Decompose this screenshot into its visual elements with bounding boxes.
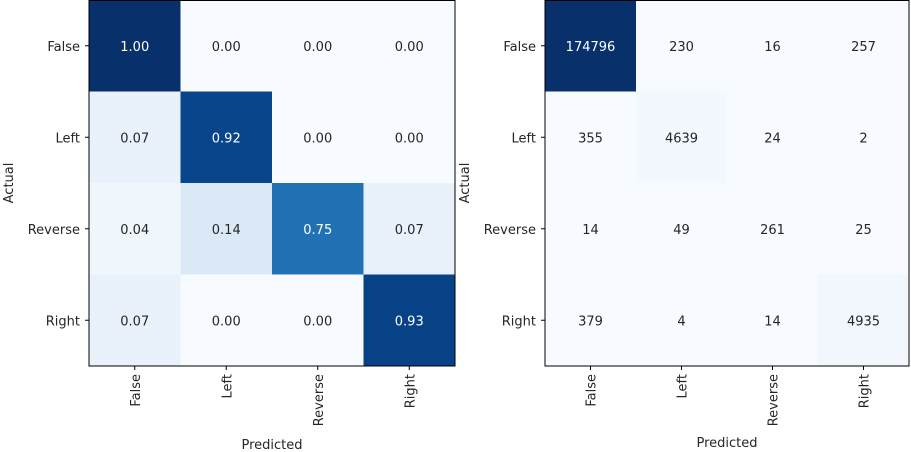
cell-value-label: 24 <box>764 131 781 146</box>
cell-value-label: 261 <box>760 223 785 238</box>
y-tick-label: False <box>47 40 80 55</box>
cell-value-label: 14 <box>582 223 599 238</box>
cell-value-label: 14 <box>764 314 781 329</box>
x-axis-label: Predicted <box>241 438 302 452</box>
x-axis-label: Predicted <box>696 436 757 451</box>
heatmap-cell-2-1 <box>180 183 273 275</box>
heatmap-cell-1-2 <box>727 91 819 184</box>
cell-value-label: 379 <box>578 314 603 329</box>
heatmap-cell-2-3 <box>363 183 456 275</box>
y-tick-label: Reverse <box>28 223 80 238</box>
x-tick-label: False <box>585 374 600 407</box>
cell-value-label: 25 <box>855 223 872 238</box>
heatmap-cell-0-1 <box>636 0 728 92</box>
x-tick-label: Reverse <box>312 374 327 426</box>
heatmap-cell-1-1 <box>636 91 728 184</box>
heatmap-cell-3-1 <box>636 274 728 367</box>
heatmap-cell-0-3 <box>818 0 910 92</box>
count-confusion-matrix: 174796 230 16 257 355 4639 24 2 14 49 261 25 379 4 14 4… <box>458 0 910 451</box>
cell-value-label: 16 <box>764 40 781 55</box>
heatmap-cell-3-1 <box>180 274 273 367</box>
y-tick-label: Right <box>502 314 536 329</box>
cell-value-label: 0.00 <box>212 314 241 329</box>
cell-value-label: 355 <box>578 131 603 146</box>
cell-value-label: 0.00 <box>395 131 424 146</box>
heatmap-cell-2-2 <box>272 183 364 275</box>
x-tick-label: Reverse <box>767 374 782 426</box>
y-tick-label: Right <box>46 314 80 329</box>
heatmap-cell-2-3 <box>818 183 910 275</box>
y-tick-label: Left <box>56 131 80 146</box>
x-tick-label: Left <box>676 374 691 398</box>
cell-value-label: 49 <box>673 223 690 238</box>
cell-value-label: 0.07 <box>395 223 424 238</box>
cell-value-label: 4 <box>677 314 685 329</box>
heatmap-cell-3-3 <box>818 274 910 367</box>
cell-value-label: 0.00 <box>395 40 424 55</box>
heatmap-cell-2-0 <box>545 183 637 275</box>
heatmap-cell-1-3 <box>363 91 456 184</box>
cell-value-label: 0.14 <box>212 223 241 238</box>
y-tick-label: Reverse <box>484 223 536 238</box>
cell-value-label: 174796 <box>566 40 616 55</box>
x-tick-label: Right <box>858 374 873 408</box>
heatmap-cell-1-3 <box>818 91 910 184</box>
cell-value-label: 2 <box>859 131 867 146</box>
cell-value-label: 0.04 <box>120 223 149 238</box>
heatmap-cell-1-2 <box>272 91 364 184</box>
normalized-confusion-matrix: 1.00 0.00 0.00 0.00 0.07 0.92 0.00 0.00 0.04 0.14… <box>2 0 456 452</box>
cell-value-label: 0.00 <box>212 40 241 55</box>
heatmap-cell-1-0 <box>545 91 637 184</box>
heatmap-cell-3-0 <box>545 274 637 367</box>
y-axis-label: Actual <box>458 163 473 204</box>
cell-value-label: 0.75 <box>303 223 332 238</box>
heatmap-cell-0-0 <box>89 0 181 92</box>
y-tick-label: False <box>503 40 536 55</box>
heatmap-cell-0-0 <box>545 0 637 92</box>
cell-value-label: 0.00 <box>303 314 332 329</box>
cell-value-label: 0.07 <box>120 131 149 146</box>
cell-value-label: 4639 <box>665 131 698 146</box>
cell-value-label: 0.07 <box>120 314 149 329</box>
x-tick-label: False <box>129 374 144 407</box>
cell-value-label: 257 <box>851 40 876 55</box>
heatmap-cell-3-2 <box>272 274 364 367</box>
heatmap-cell-2-2 <box>727 183 819 275</box>
plot-frame <box>544 0 910 367</box>
cell-value-label: 0.93 <box>395 314 424 329</box>
heatmap-cell-3-2 <box>727 274 819 367</box>
y-axis-label: Actual <box>2 163 17 204</box>
cell-value-label: 4935 <box>847 314 880 329</box>
x-tick-label: Left <box>220 374 235 398</box>
heatmap-cell-1-0 <box>89 91 181 184</box>
heatmap-cell-3-0 <box>89 274 181 367</box>
heatmap-cell-0-3 <box>363 0 456 92</box>
heatmap-cell-0-2 <box>727 0 819 92</box>
heatmap-cell-0-1 <box>180 0 273 92</box>
cell-value-label: 230 <box>669 40 694 55</box>
heatmap-cell-3-3 <box>363 274 456 367</box>
x-tick-label: Right <box>403 374 418 408</box>
cell-value-label: 1.00 <box>120 40 149 55</box>
heatmap-cell-2-1 <box>636 183 728 275</box>
heatmap-cell-2-0 <box>89 183 181 275</box>
heatmap-cell-0-2 <box>272 0 364 92</box>
cell-value-label: 0.00 <box>303 131 332 146</box>
heatmap-cell-1-1 <box>180 91 273 184</box>
cell-value-label: 0.00 <box>303 40 332 55</box>
plot-frame <box>88 0 456 367</box>
cell-value-label: 0.92 <box>212 131 241 146</box>
y-tick-label: Left <box>512 131 536 146</box>
